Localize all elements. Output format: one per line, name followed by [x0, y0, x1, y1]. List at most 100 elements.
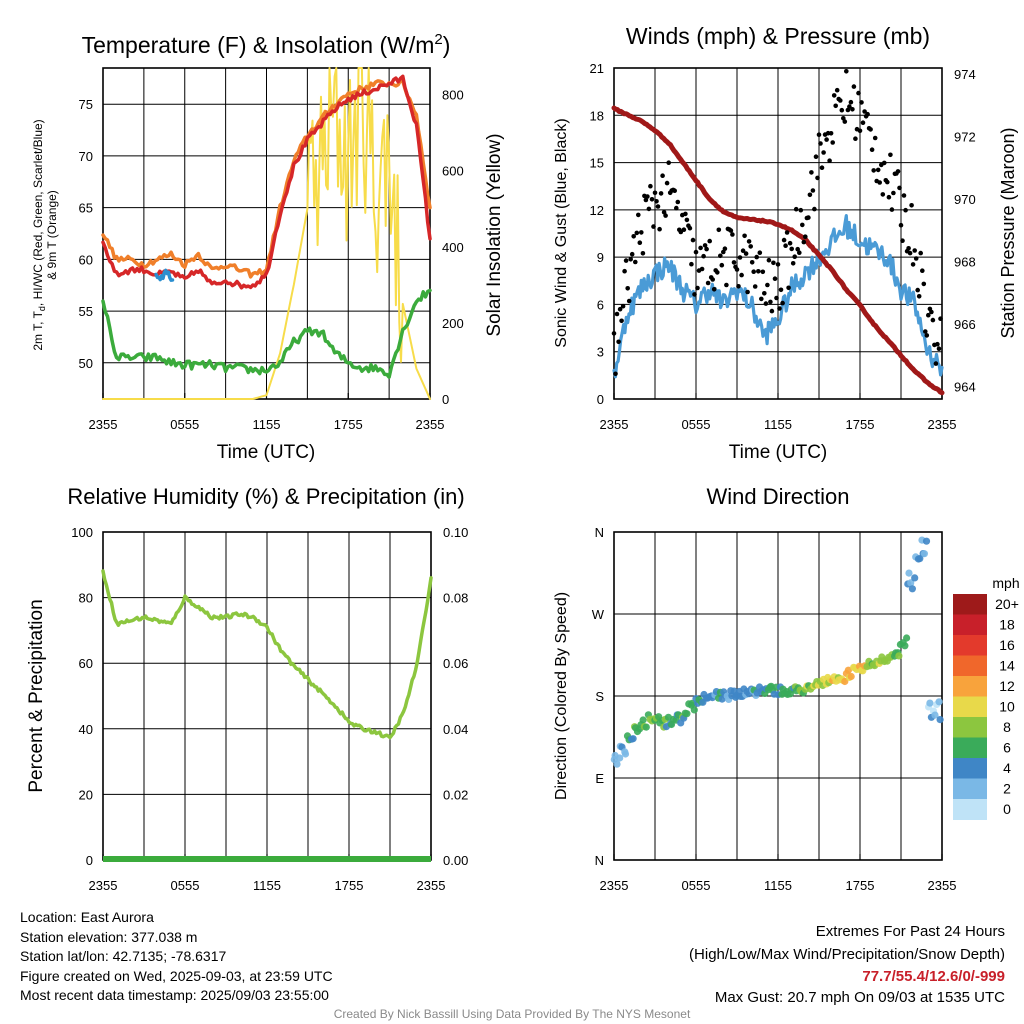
gust-point	[756, 269, 761, 274]
legend-label: 14	[999, 658, 1015, 674]
wind-direction-point	[844, 666, 853, 674]
gust-point	[924, 333, 930, 338]
wind-xtick-label: 2355	[600, 417, 629, 432]
heat-index-line	[154, 268, 175, 282]
precipitation-bars	[103, 856, 431, 862]
gust-point	[787, 240, 793, 246]
temp-ytick-label: 70	[79, 149, 93, 164]
wind-direction-point	[639, 716, 647, 724]
gust-point	[824, 137, 829, 142]
gust-point	[903, 207, 908, 213]
temp-xtick-label: 2355	[89, 417, 118, 432]
gust-point	[619, 318, 624, 324]
solar-insolation-line	[102, 67, 431, 400]
gust-point	[701, 253, 706, 259]
rh-ytick-label: 80	[79, 591, 93, 606]
gust-point	[639, 230, 644, 235]
gust-point	[795, 246, 800, 252]
rh-y2tick-label: 0.08	[443, 591, 468, 606]
gust-point	[816, 132, 822, 137]
temp-ytick-label: 60	[79, 252, 93, 267]
gust-point	[781, 237, 787, 243]
wind-direction-point	[922, 537, 931, 545]
gust-point	[923, 329, 928, 334]
gust-point	[674, 205, 679, 211]
gust-point	[889, 207, 895, 212]
temp-y2tick-label: 0	[442, 392, 449, 407]
gust-point	[790, 261, 796, 266]
rh-ytick-label: 20	[79, 787, 93, 802]
gust-point	[742, 233, 747, 239]
gust-point	[850, 107, 855, 112]
temp-ytick-label: 75	[79, 97, 93, 112]
gust-point	[681, 227, 687, 232]
temp-ylabel: 2m T, Td, HI/WC (Red, Green, Scarlet/Blu…	[31, 119, 47, 350]
gust-point	[935, 341, 940, 347]
gust-point	[660, 173, 665, 178]
gust-point	[810, 188, 816, 193]
gust-point	[622, 268, 627, 274]
gust-point	[916, 294, 922, 299]
gust-point	[815, 175, 820, 181]
gust-point	[933, 361, 939, 366]
extremes-subtitle: (High/Low/Max Wind/Precipitation/Snow De…	[689, 946, 1005, 963]
temp-y2tick-label: 200	[442, 316, 464, 331]
rh-ylabel: Percent & Precipitation	[26, 599, 47, 792]
gust-point	[818, 141, 823, 146]
gust-point	[885, 179, 890, 185]
gust-point	[759, 296, 764, 302]
gust-point	[740, 248, 746, 253]
legend-label: 10	[999, 699, 1015, 715]
gust-point	[907, 250, 913, 256]
rh-y2tick-label: 0.10	[443, 525, 468, 540]
wind-direction-point	[935, 698, 943, 706]
gust-point	[737, 255, 743, 260]
gust-point	[731, 260, 737, 265]
rh-ytick-label: 60	[79, 656, 93, 671]
gust-point	[871, 168, 876, 173]
legend-label: 8	[1003, 719, 1011, 735]
gust-point	[654, 199, 659, 204]
dir-ytick-label: W	[592, 607, 605, 622]
gust-point	[745, 289, 750, 295]
wind-direction-point	[847, 672, 855, 681]
station-info: Location: East Aurora Station elevation:…	[20, 908, 333, 1006]
rh-y2tick-label: 0.04	[443, 722, 468, 737]
gust-point	[838, 98, 843, 103]
gust-point	[812, 206, 817, 212]
wind-direction-point	[901, 642, 909, 650]
gust-point	[780, 300, 785, 306]
gust-point	[633, 259, 638, 265]
wind-ylabel: Sonic Wind & Gust (Blue, Black)	[553, 118, 570, 347]
max-gust-text: Max Gust: 20.7 mph On 09/03 at 1535 UTC	[714, 989, 1005, 1006]
gust-point	[793, 206, 799, 212]
wind-ytick-label: 15	[590, 156, 604, 171]
wind-y2tick-label: 974	[954, 67, 976, 82]
gust-point	[930, 317, 936, 323]
gust-point	[834, 87, 840, 93]
gust-point	[722, 246, 728, 251]
legend-swatch	[953, 778, 987, 800]
gust-point	[801, 239, 807, 245]
gust-point	[637, 240, 643, 245]
dir-xtick-label: 2355	[928, 878, 957, 893]
rh-y2tick-label: 0.02	[443, 787, 468, 802]
gust-point	[620, 303, 626, 309]
gust-point	[853, 136, 858, 141]
legend-swatch	[953, 614, 987, 636]
gust-point	[752, 284, 758, 289]
legend-swatch	[953, 696, 987, 718]
gust-point	[625, 286, 630, 291]
legend-swatch	[953, 635, 987, 656]
dir-ytick-label: N	[595, 853, 604, 868]
wind-ytick-label: 21	[590, 61, 604, 76]
wind-direction-point	[683, 710, 691, 718]
legend-swatch	[953, 737, 987, 759]
gust-point	[800, 222, 805, 228]
rh-xtick-label: 2355	[417, 878, 446, 893]
gust-point	[716, 227, 722, 233]
wind-direction-point	[629, 735, 637, 743]
gust-point	[724, 282, 729, 288]
gust-point	[629, 251, 635, 257]
gust-point	[886, 194, 892, 200]
